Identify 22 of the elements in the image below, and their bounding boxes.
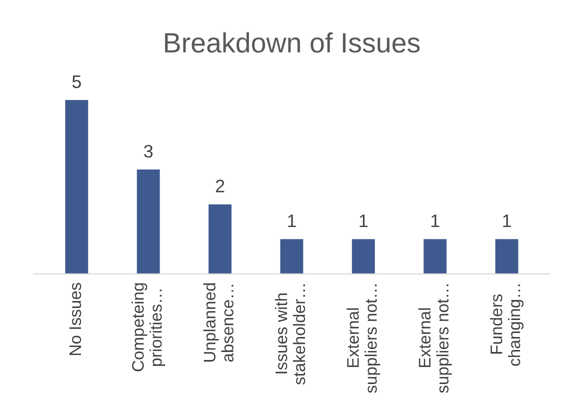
data-label: 5: [72, 75, 81, 88]
x-tick-label: Competeing priorities…: [132, 283, 166, 372]
x-tick-label: Unplanned absence…: [203, 283, 234, 362]
x-tick-label: External suppliers not…: [418, 284, 452, 393]
bar: [495, 239, 518, 274]
bar: [136, 170, 160, 274]
x-tick-label: No Issues: [70, 282, 82, 355]
chart-title: Breakdown of Issues: [165, 32, 420, 53]
data-label: 2: [216, 180, 224, 192]
x-tick-label: Funders changing…: [490, 284, 524, 366]
bar: [424, 239, 447, 274]
bar: [208, 204, 232, 274]
data-label: 1: [431, 214, 440, 228]
bar: [352, 239, 375, 274]
data-label: 3: [144, 144, 153, 158]
bar: [65, 100, 88, 274]
data-label: 1: [288, 214, 296, 228]
x-tick-label: Issues with stakeholder…: [274, 284, 306, 385]
x-tick-label: External suppliers not…: [346, 284, 380, 393]
data-label: 1: [503, 214, 511, 228]
bar: [280, 239, 304, 274]
data-label: 1: [360, 214, 368, 228]
